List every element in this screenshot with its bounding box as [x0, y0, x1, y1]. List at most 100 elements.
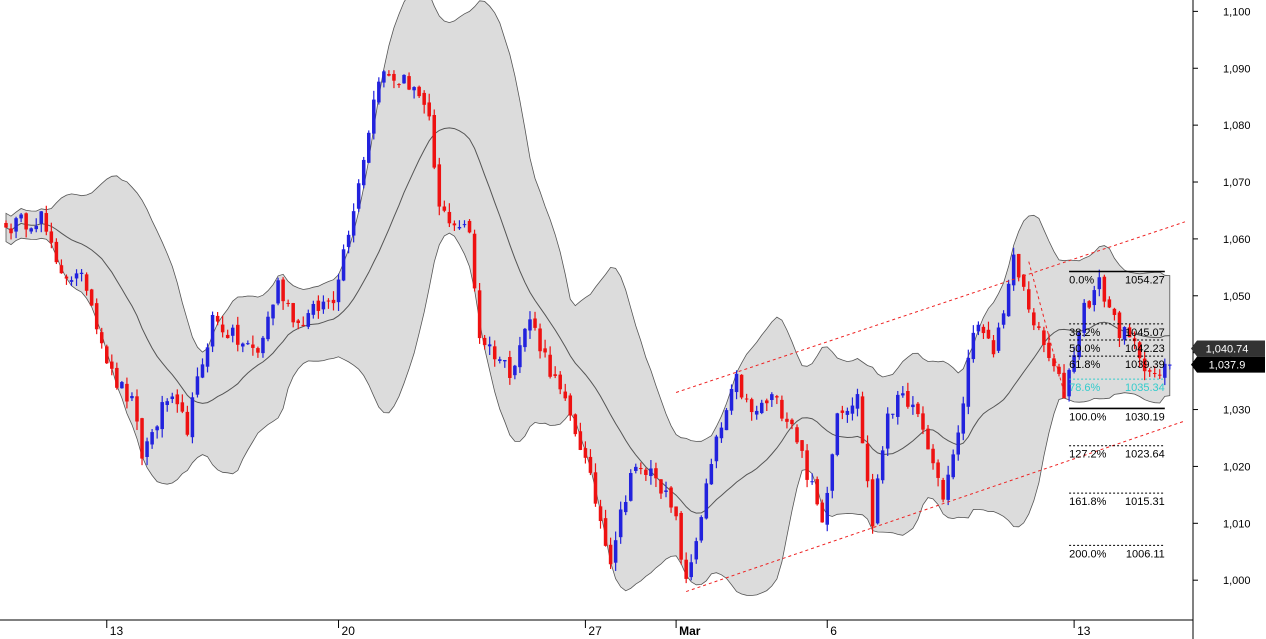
trend-channel-layer — [675, 221, 1186, 593]
candle — [59, 259, 64, 274]
candle — [926, 424, 930, 450]
candle-body — [558, 374, 562, 390]
candle — [981, 324, 986, 340]
candle-body — [890, 413, 895, 415]
candle — [528, 311, 532, 339]
bollinger-middle-line — [5, 127, 1170, 514]
candle-body — [422, 92, 426, 105]
y-tick-label: 1,000 — [1223, 575, 1251, 587]
candle — [749, 397, 754, 421]
candle — [427, 93, 431, 121]
candle — [916, 401, 920, 418]
candle-body — [749, 399, 754, 413]
candle — [1142, 351, 1147, 381]
fib-level-pct: 100.0% — [1069, 411, 1107, 423]
candle-body — [160, 402, 164, 430]
candle-body — [754, 410, 759, 415]
y-tick-label: 1,030 — [1223, 405, 1251, 417]
candle — [366, 130, 371, 164]
candle — [402, 74, 406, 84]
candle — [276, 277, 280, 306]
candle-body — [140, 418, 144, 459]
candle — [9, 223, 13, 240]
candle-body — [689, 562, 693, 578]
candle-body — [1122, 327, 1127, 340]
candle-body — [482, 337, 487, 345]
candle-body — [533, 318, 537, 328]
candle — [780, 395, 784, 422]
price-tag: 1,037.9 — [1191, 356, 1265, 373]
fib-level-value: 1039.39 — [1125, 359, 1165, 371]
candle-body — [190, 397, 195, 438]
candle-body — [427, 102, 431, 117]
candlestick-layer — [4, 70, 1172, 584]
candle-body — [125, 383, 129, 402]
candle-body — [452, 223, 457, 226]
candle — [220, 315, 225, 338]
candle — [49, 222, 54, 249]
candle — [543, 339, 547, 358]
candle — [306, 309, 311, 330]
candle — [165, 398, 169, 412]
candle-body — [14, 218, 18, 232]
candle — [714, 434, 719, 469]
candle-body — [311, 303, 316, 315]
candle — [286, 299, 290, 307]
candle — [467, 219, 472, 234]
candle — [986, 321, 991, 340]
candle-body — [810, 481, 814, 483]
candle-body — [770, 394, 774, 401]
bollinger-band-layer — [5, 0, 1171, 596]
candle-body — [956, 432, 961, 455]
candle-body — [976, 324, 981, 332]
candle — [598, 499, 603, 529]
candle-body — [1006, 283, 1011, 317]
candle-body — [1011, 254, 1016, 286]
candle-body — [709, 464, 714, 485]
candle-body — [1021, 274, 1026, 287]
candle-body — [251, 344, 255, 348]
candle — [1011, 247, 1016, 291]
candle-body — [503, 360, 507, 362]
candle — [64, 274, 69, 285]
candle — [593, 463, 598, 507]
candle — [1077, 330, 1081, 360]
candle — [608, 537, 613, 569]
candle-body — [694, 541, 699, 560]
candle — [266, 311, 270, 342]
candle-body — [1082, 302, 1086, 333]
candle-body — [477, 290, 482, 339]
candle-body — [195, 376, 200, 395]
candle-body — [397, 84, 401, 86]
candle — [44, 205, 49, 236]
candle — [442, 200, 447, 213]
fib-level-value: 1006.11 — [1126, 548, 1165, 560]
candle-body — [246, 343, 250, 345]
candle — [170, 392, 175, 404]
candle-body — [588, 456, 593, 473]
fib-level-pct: 200.0% — [1069, 548, 1107, 560]
candle-body — [1112, 308, 1117, 315]
candle-body — [850, 405, 855, 414]
candle — [800, 440, 804, 458]
candle — [24, 212, 28, 238]
candle-body — [180, 402, 185, 412]
candle — [790, 418, 794, 430]
candle — [225, 329, 230, 339]
candle-body — [392, 73, 396, 81]
y-tick-label: 1,010 — [1223, 518, 1251, 530]
candle-body — [64, 276, 69, 279]
trend-line-3 — [1028, 261, 1065, 393]
candle — [1112, 307, 1117, 321]
candle-body — [366, 132, 371, 163]
candle — [387, 70, 391, 77]
fib-level-value: 1015.31 — [1125, 496, 1165, 508]
candle-body — [336, 279, 341, 303]
candle-body — [261, 337, 265, 354]
candle — [563, 383, 568, 401]
candle-body — [669, 487, 673, 508]
candle-body — [961, 403, 966, 434]
candle-body — [432, 114, 437, 168]
candle-body — [89, 289, 94, 306]
candle-body — [351, 211, 356, 236]
